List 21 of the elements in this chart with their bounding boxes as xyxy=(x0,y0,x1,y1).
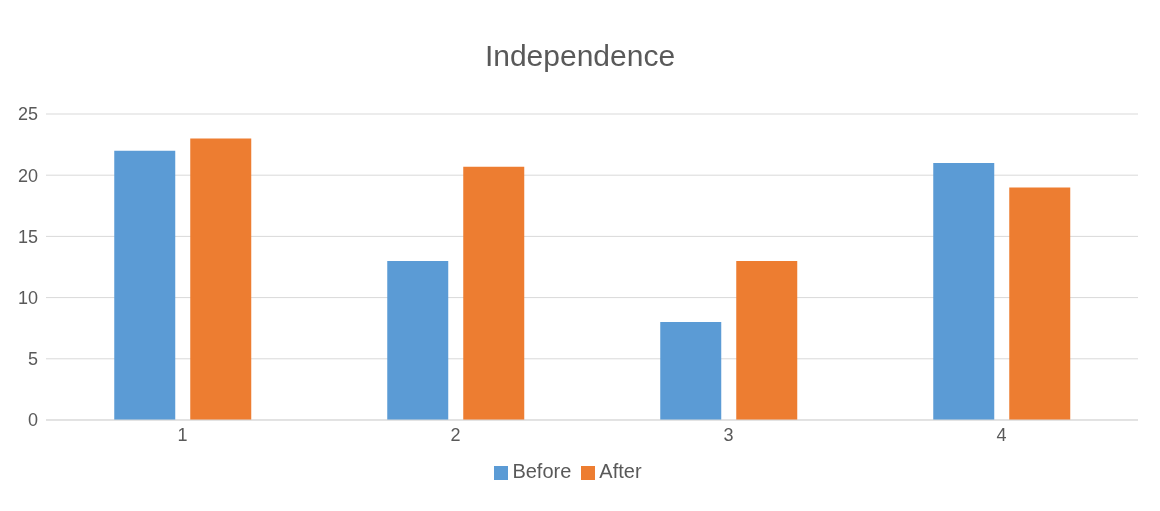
x-tick-label: 2 xyxy=(450,424,461,445)
legend-label: Before xyxy=(512,460,572,482)
bar xyxy=(1009,187,1071,420)
y-tick-label: 5 xyxy=(27,349,38,370)
chart-title: Independence xyxy=(483,37,677,74)
x-tick-label: 4 xyxy=(996,424,1007,445)
bar xyxy=(190,138,252,420)
legend-label: After xyxy=(599,460,642,482)
y-tick-label: 15 xyxy=(17,226,38,247)
y-tick-label: 10 xyxy=(17,287,38,308)
x-tick-label: 3 xyxy=(723,424,734,445)
bar xyxy=(463,166,525,420)
bar xyxy=(387,260,449,420)
x-tick-label: 1 xyxy=(177,424,188,445)
bar xyxy=(736,260,798,420)
bar xyxy=(933,162,995,420)
bar xyxy=(660,322,722,420)
y-tick-label: 0 xyxy=(27,410,38,431)
y-tick-label: 20 xyxy=(17,165,38,186)
bar xyxy=(114,150,176,420)
y-tick-label: 25 xyxy=(17,104,38,125)
